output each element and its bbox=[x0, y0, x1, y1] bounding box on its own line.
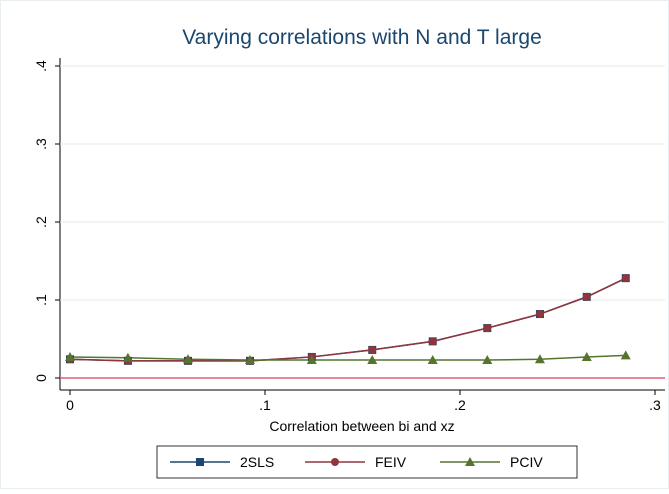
x-tick-label: .2 bbox=[454, 397, 466, 413]
legend-label: FEIV bbox=[375, 454, 407, 470]
marker bbox=[196, 458, 204, 466]
legend-label: 2SLS bbox=[240, 454, 274, 470]
chart-title: Varying correlations with N and T large bbox=[182, 26, 542, 49]
x-tick-label: .1 bbox=[259, 397, 271, 413]
y-tick-label: .2 bbox=[33, 216, 49, 228]
marker bbox=[306, 355, 317, 365]
marker bbox=[427, 355, 438, 365]
legend-label: PCIV bbox=[510, 454, 543, 470]
marker bbox=[534, 354, 545, 364]
marker bbox=[122, 352, 133, 362]
x-tick-label: .3 bbox=[649, 397, 661, 413]
marker bbox=[367, 355, 378, 365]
marker bbox=[65, 351, 75, 361]
y-tick-label: 0 bbox=[33, 374, 49, 382]
marker bbox=[182, 354, 193, 364]
marker bbox=[582, 292, 591, 301]
y-tick-label: .3 bbox=[33, 138, 49, 150]
marker bbox=[331, 458, 339, 466]
marker bbox=[482, 355, 493, 365]
y-tick-label: .1 bbox=[33, 294, 49, 306]
x-tick-label: 0 bbox=[66, 397, 74, 413]
marker bbox=[535, 310, 544, 319]
marker bbox=[244, 355, 255, 365]
y-tick-label: .4 bbox=[33, 60, 49, 72]
marker bbox=[581, 351, 592, 361]
marker bbox=[483, 324, 492, 333]
x-axis-label: Correlation between bi and xz bbox=[269, 418, 454, 434]
marker bbox=[368, 345, 377, 354]
marker bbox=[465, 457, 475, 466]
marker bbox=[620, 350, 631, 360]
marker bbox=[621, 274, 630, 283]
marker bbox=[428, 337, 437, 346]
